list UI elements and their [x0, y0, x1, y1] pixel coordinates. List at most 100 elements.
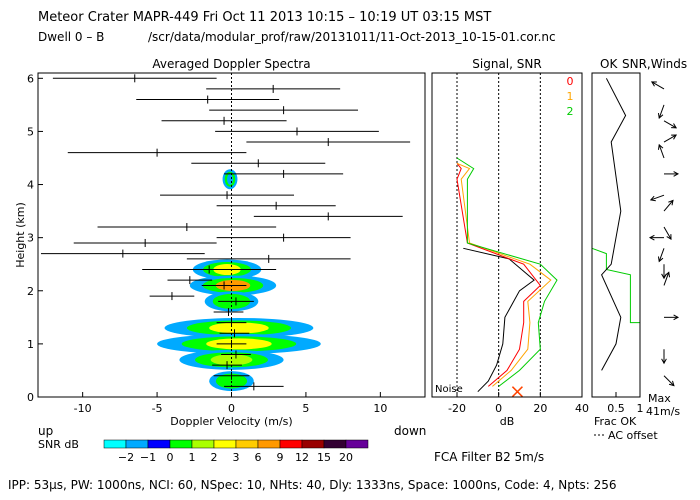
ok-title: OK [600, 57, 618, 71]
down-label: down [394, 424, 427, 438]
figure-title: Meteor Crater MAPR-449 Fri Oct 11 2013 1… [38, 10, 492, 25]
noise-label: Noise [435, 384, 463, 395]
signal-legend-1: 1 [567, 90, 574, 103]
colorbar-cell-11 [345, 439, 369, 449]
colorbar-tick-1: −1 [140, 451, 156, 464]
max-value: 41m/s [646, 405, 680, 418]
signal-frame [431, 72, 583, 398]
wind-barb-head-7 [668, 199, 674, 206]
spectra-ytick-label-3: 3 [27, 232, 34, 245]
signal-title: Signal, SNR [472, 57, 541, 71]
spectra-xtick-label-2: 0 [228, 402, 235, 415]
colorbar-tick-9: 15 [317, 451, 331, 464]
instrument-params: IPP: 53μs, PW: 1000ns, NCI: 60, NSpec: 1… [8, 478, 617, 492]
signal-xtick-label-2: 20 [533, 402, 547, 415]
colorbar-cell-9 [301, 439, 325, 449]
spectrum-blob-peak-7 [227, 173, 233, 185]
spectra-ytick-label-5: 5 [27, 125, 34, 138]
spectra-xtick-label-1: -5 [152, 402, 163, 415]
colorbar-cell-1 [125, 439, 149, 449]
wind-barb-head-3 [671, 134, 678, 140]
colorbar-cell-4 [191, 439, 215, 449]
wind-barb-head-8 [666, 234, 672, 241]
colorbar-cell-5 [213, 439, 237, 449]
spectra-xtick-label-0: -10 [74, 402, 92, 415]
wind-barb-15 [663, 375, 675, 387]
spectra-ytick-label-6: 6 [27, 72, 34, 85]
wind-barb-head-1 [657, 113, 664, 120]
wind-barb-2 [663, 120, 677, 129]
spectra-ylabel: Height (km) [14, 202, 27, 268]
colorbar-tick-3: 1 [189, 451, 196, 464]
colorbar-tick-0: −2 [118, 451, 134, 464]
colorbar-cell-7 [257, 439, 281, 449]
wind-barb-head-13 [673, 314, 680, 321]
wind-barb-head-12 [664, 271, 671, 278]
wind-barb-head-15 [668, 380, 675, 387]
spectra-title: Averaged Doppler Spectra [152, 57, 310, 71]
max-label: Max [648, 392, 671, 405]
colorbar-label: SNR dB [38, 438, 79, 451]
spectrum-blob-peak-5 [210, 354, 253, 366]
signal-xtick-label-1: 0 [495, 402, 502, 415]
dwell-label: Dwell 0 – B [38, 30, 105, 44]
colorbar-cell-6 [235, 439, 259, 449]
colorbar-cell-10 [323, 439, 347, 449]
colorbar-tick-8: 12 [295, 451, 309, 464]
snr-ok-series [601, 78, 627, 371]
signal-legend-0: 0 [567, 75, 574, 88]
wind-barb-head-2 [671, 123, 678, 129]
fca-filter-label: FCA Filter B2 5m/s [434, 450, 545, 464]
wind-barb-8 [663, 226, 672, 240]
wind-barb-head-6 [649, 195, 656, 202]
wind-barb-head-14 [661, 358, 667, 365]
spectra-xtick-label-3: 5 [302, 402, 309, 415]
colorbar-cell-0 [103, 439, 127, 449]
ok-xtick-label-0: 0.5 [607, 402, 625, 415]
ok-xtick-label-1: 1 [637, 402, 644, 415]
signal-xlabel: dB [500, 415, 515, 428]
spectra-xlabel: Doppler Velocity (m/s) [170, 415, 292, 428]
data-file-path: /scr/data/modular_prof/raw/20131011/11-O… [148, 30, 556, 44]
wind-barb-head-9 [648, 234, 655, 241]
wind-barb-0 [651, 81, 665, 90]
wind-barb-7 [663, 200, 674, 212]
wind-barb-head-0 [650, 81, 657, 87]
wind-barb-4 [658, 144, 665, 159]
signal-legend-2: 2 [567, 105, 574, 118]
signal-series-0 [456, 162, 541, 387]
colorbar-tick-7: 9 [277, 451, 284, 464]
colorbar-tick-4: 2 [211, 451, 218, 464]
wind-barb-head-10 [657, 256, 664, 263]
wind-barb-12 [663, 272, 670, 286]
spectra-ytick-label-0: 0 [27, 391, 34, 404]
up-label: up [38, 424, 54, 438]
wind-barb-1 [658, 104, 665, 119]
wind-barb-10 [658, 248, 665, 262]
signal-series-noise [463, 247, 535, 393]
colorbar-cell-8 [279, 439, 303, 449]
wind-barb-head-4 [657, 143, 664, 150]
spectra-ytick-label-4: 4 [27, 179, 34, 192]
wind-barb-6 [650, 194, 665, 201]
wind-barb-3 [663, 134, 677, 143]
colorbar-tick-6: 6 [255, 451, 262, 464]
signal-peak-marker [511, 386, 523, 398]
spectra-xtick-label-4: 10 [373, 402, 387, 415]
signal-xtick-label-3: 40 [575, 402, 589, 415]
winds-title: SNR,Winds [622, 57, 687, 71]
signal-series-2 [456, 157, 558, 387]
wind-barb-head-5 [673, 171, 680, 177]
signal-series-1 [456, 162, 552, 387]
spectrum-blob-peak-3 [209, 322, 269, 334]
colorbar-cell-2 [147, 439, 171, 449]
signal-xtick-label-0: -20 [448, 402, 466, 415]
frac-ok-label: Frac OK [594, 415, 637, 428]
colorbar-tick-5: 3 [233, 451, 240, 464]
colorbar-tick-2: 0 [167, 451, 174, 464]
colorbar-cell-3 [169, 439, 193, 449]
spectra-ytick-label-2: 2 [27, 285, 34, 298]
colorbar-tick-10: 20 [339, 451, 353, 464]
ac-offset-label: AC offset [608, 429, 658, 442]
